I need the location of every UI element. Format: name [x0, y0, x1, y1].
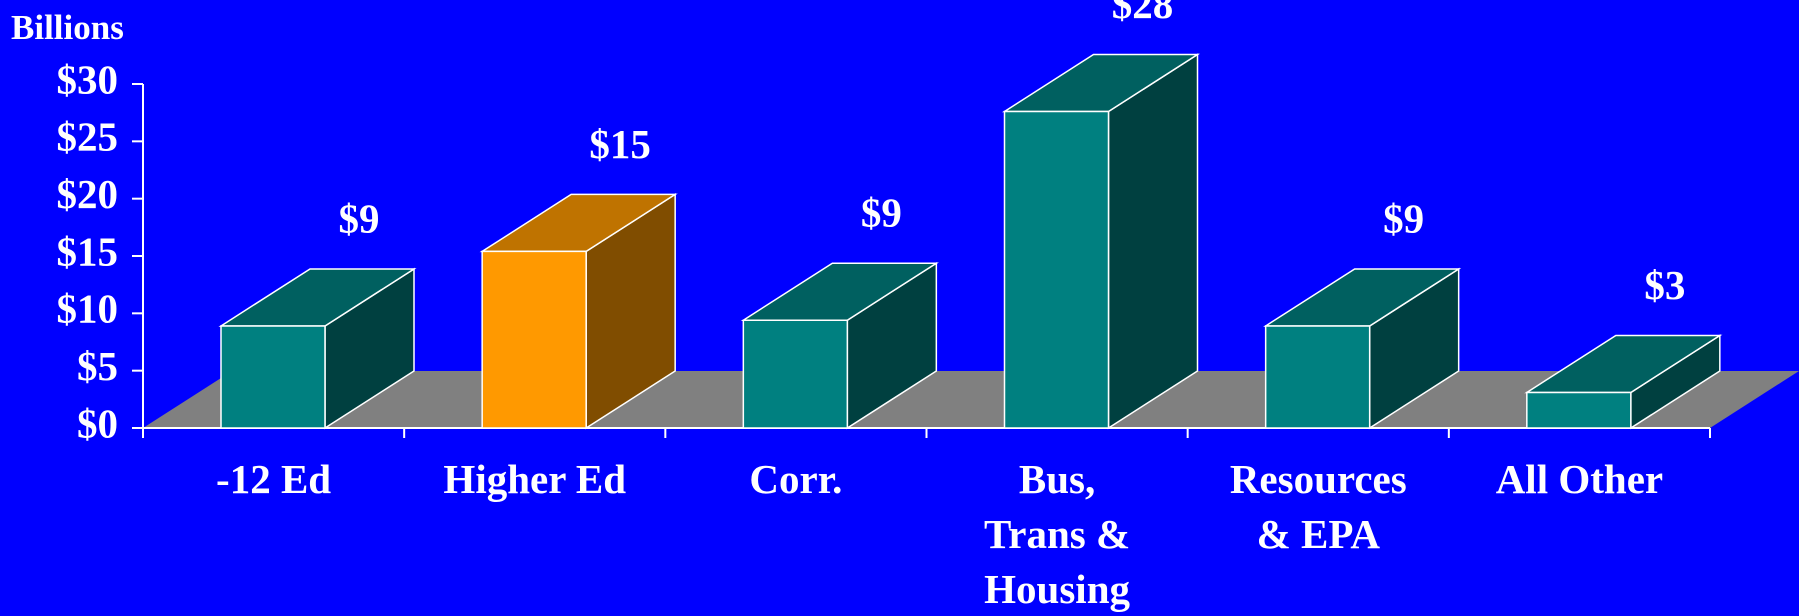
value-label: $3: [1644, 262, 1685, 308]
x-tick-label: Corr.: [749, 456, 843, 502]
y-tick-label: $0: [77, 400, 118, 446]
bar: [1524, 334, 1723, 430]
bar-front: [742, 319, 849, 429]
x-tick-label: Resources & EPA: [1229, 456, 1407, 557]
bar: [1263, 267, 1462, 430]
y-tick-label: $15: [57, 228, 119, 274]
value-label: $9: [339, 195, 380, 241]
bar-front: [1003, 110, 1110, 429]
y-tick-label: $30: [57, 56, 119, 102]
y-tick-label: $5: [77, 343, 118, 389]
value-label: $15: [589, 121, 651, 167]
x-tick-label: Higher Ed: [443, 456, 627, 502]
x-tick-label: -12 Ed: [216, 456, 332, 502]
bar-side: [1107, 53, 1199, 430]
value-label: $9: [861, 190, 902, 236]
bar: [479, 193, 678, 430]
value-label: $28: [1112, 0, 1174, 27]
value-label: $9: [1383, 195, 1424, 241]
bar-front: [220, 325, 326, 429]
x-tick-label: Bus, Trans & Housing: [983, 456, 1131, 612]
bar-front: [1264, 325, 1371, 429]
x-tick-label: All Other: [1495, 456, 1664, 502]
bar-front: [481, 250, 587, 429]
y-tick-label: $10: [57, 286, 119, 332]
y-axis-label: Billions: [11, 8, 124, 47]
y-tick-label: $25: [57, 114, 119, 160]
bar: [1001, 53, 1201, 430]
bar: [740, 261, 939, 430]
y-tick-label: $20: [57, 171, 119, 217]
bar: [218, 267, 417, 430]
bar-front: [1526, 391, 1632, 429]
